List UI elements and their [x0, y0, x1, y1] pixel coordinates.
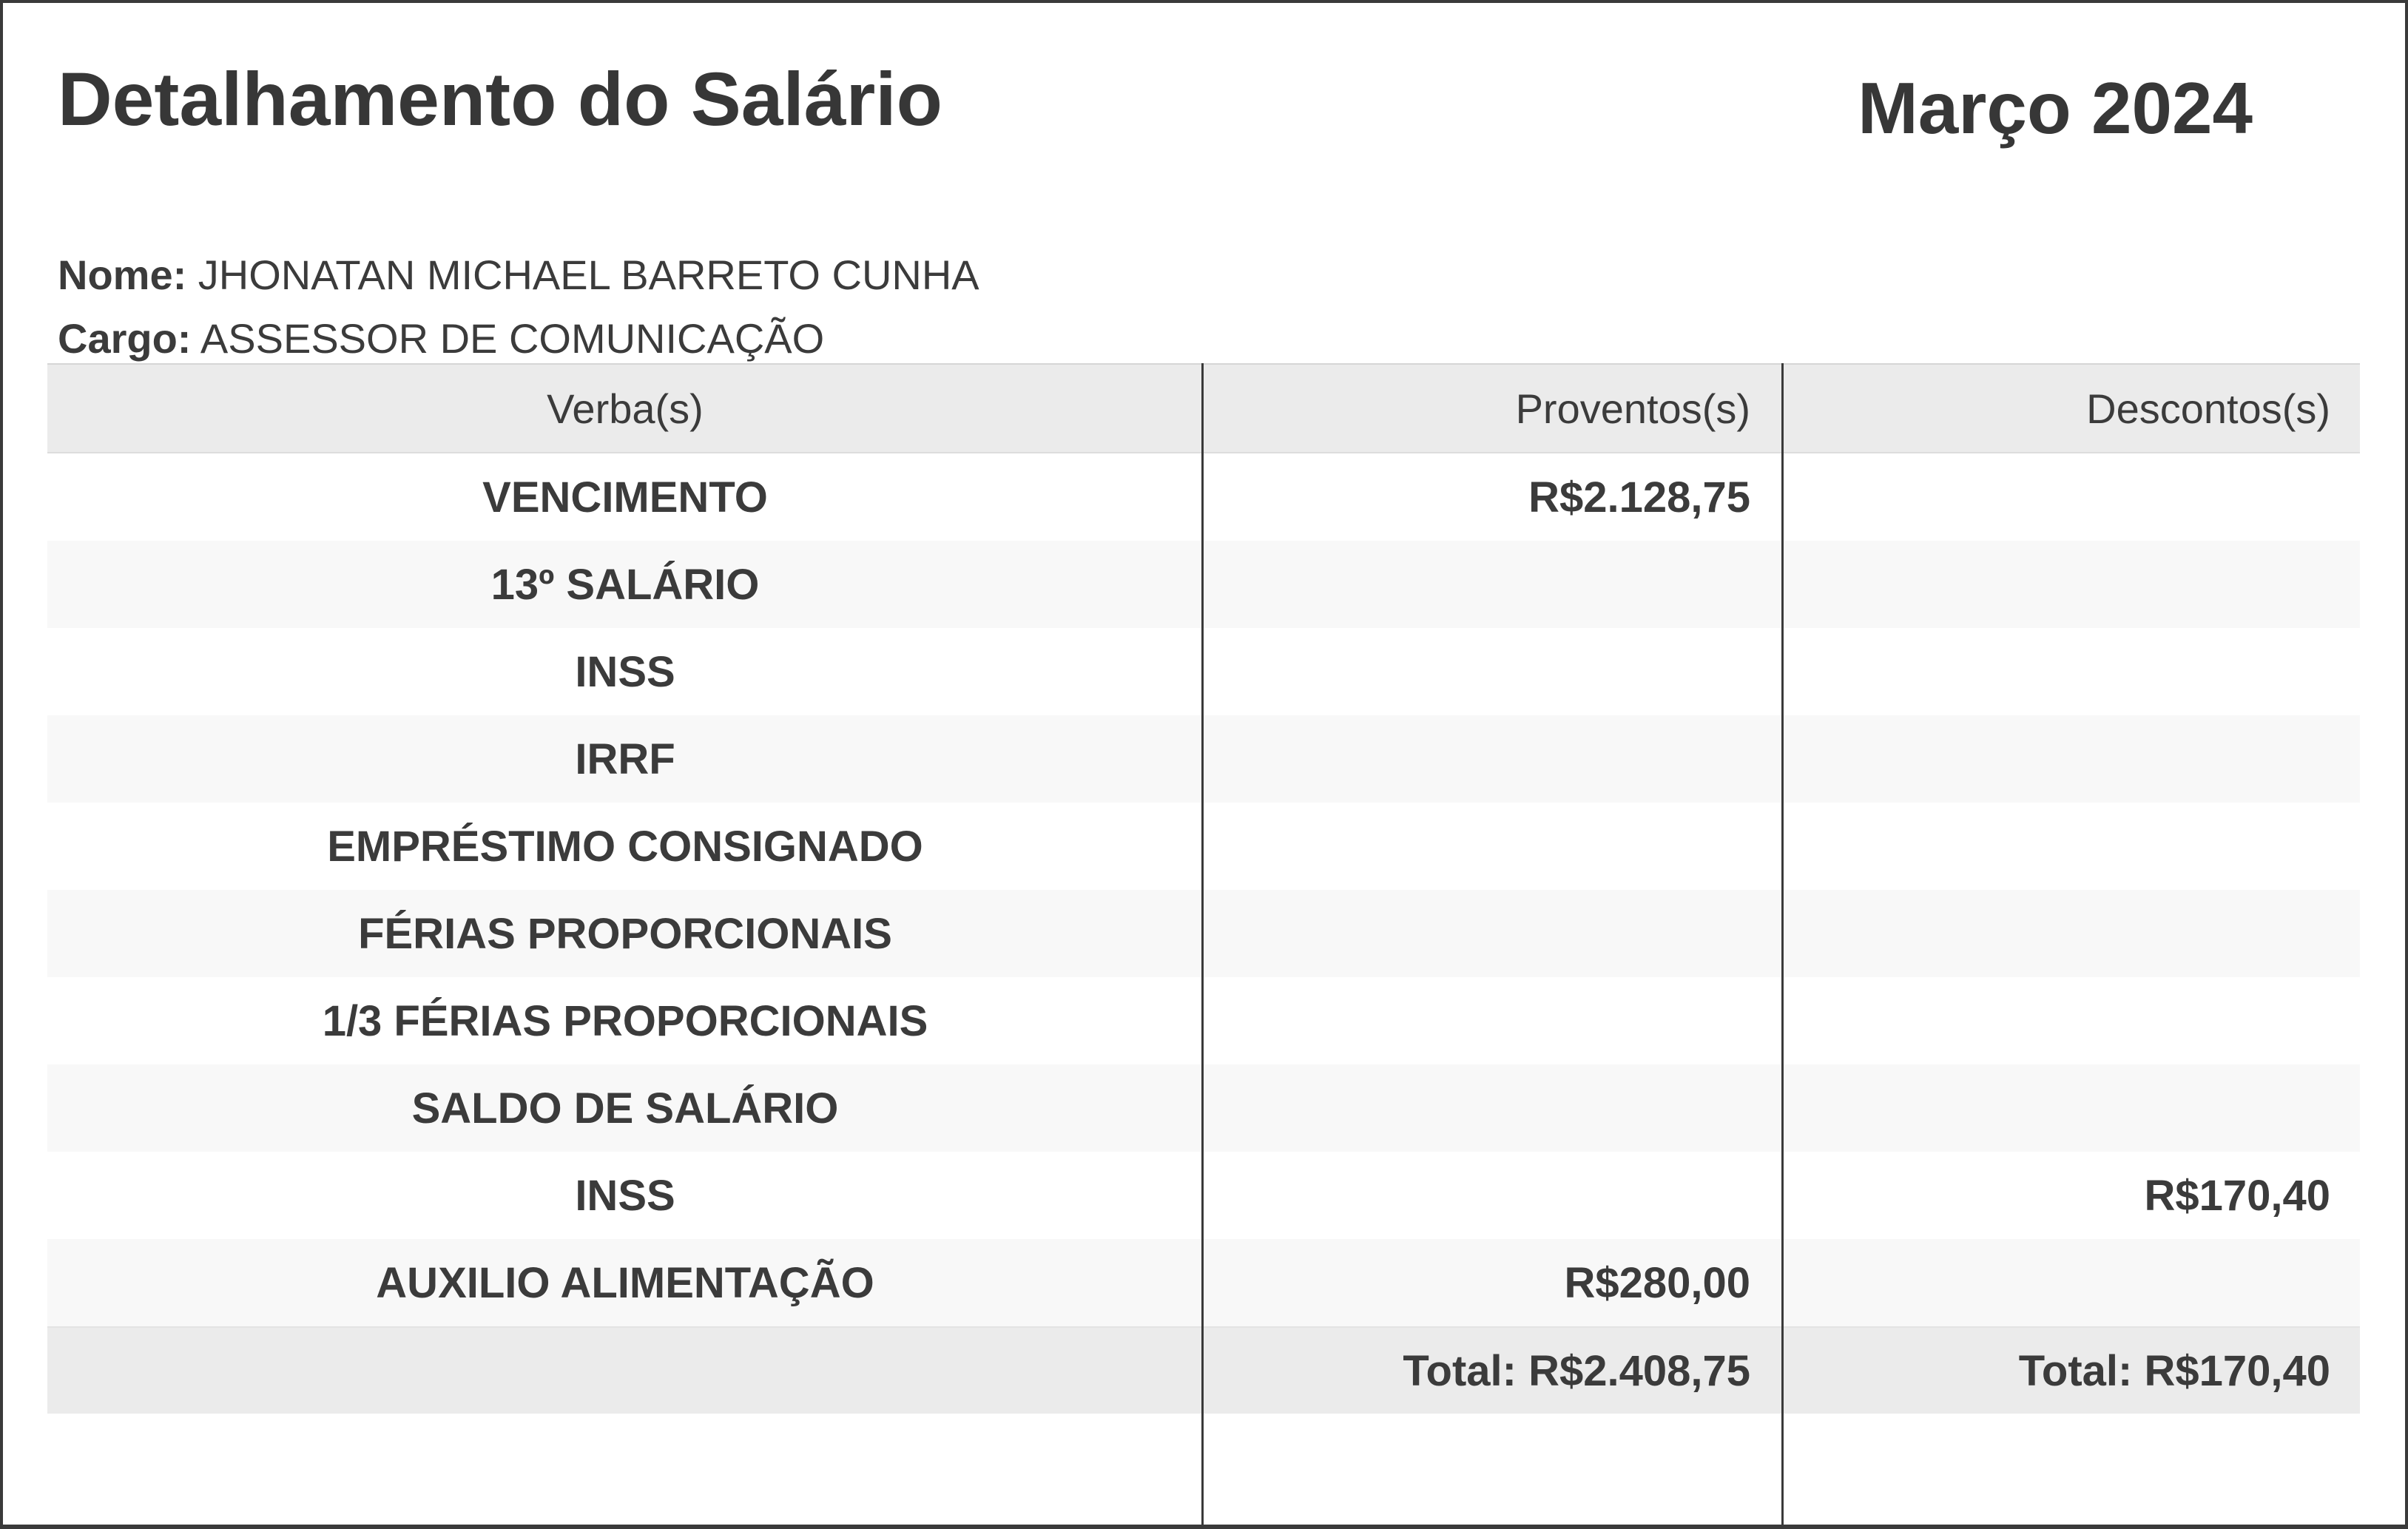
- period-label: Março 2024: [1858, 67, 2253, 149]
- name-label: Nome:: [58, 252, 187, 298]
- employee-name-line: Nome: JHONATAN MICHAEL BARRETO CUNHA: [58, 243, 2405, 307]
- table-row: 1/3 FÉRIAS PROPORCIONAIS: [47, 977, 2360, 1064]
- table-row: INSS: [47, 628, 2360, 715]
- role-value: ASSESSOR DE COMUNICAÇÃO: [200, 315, 825, 362]
- verba-cell: EMPRÉSTIMO CONSIGNADO: [327, 822, 923, 871]
- salary-table-body: VENCIMENTO R$2.128,75 13º SALÁRIO INSS IRRF E…: [47, 453, 2360, 1326]
- column-header-proventos: Proventos(s): [1515, 385, 1750, 432]
- salary-table: Verba(s) Proventos(s) Descontos(s) VENCI…: [47, 363, 2360, 1525]
- table-row: VENCIMENTO R$2.128,75: [47, 453, 2360, 541]
- page-header: Detalhamento do Salário Março 2024: [58, 61, 2253, 144]
- table-row: SALDO DE SALÁRIO: [47, 1064, 2360, 1152]
- table-row: INSS R$170,40: [47, 1152, 2360, 1239]
- descontos-cell: R$170,40: [2144, 1171, 2330, 1220]
- proventos-cell: R$280,00: [1564, 1258, 1750, 1307]
- verba-cell: INSS: [575, 647, 675, 696]
- role-label: Cargo:: [58, 315, 192, 362]
- table-row: EMPRÉSTIMO CONSIGNADO: [47, 803, 2360, 890]
- employee-role-line: Cargo: ASSESSOR DE COMUNICAÇÃO: [58, 307, 2405, 371]
- table-header-row: Verba(s) Proventos(s) Descontos(s): [47, 363, 2360, 453]
- verba-cell: FÉRIAS PROPORCIONAIS: [358, 909, 892, 958]
- name-value: JHONATAN MICHAEL BARRETO CUNHA: [198, 252, 979, 298]
- verba-cell: 13º SALÁRIO: [490, 560, 760, 609]
- proventos-cell: R$2.128,75: [1528, 473, 1750, 522]
- total-descontos: Total: R$170,40: [2018, 1346, 2330, 1395]
- totals-row: Total: R$2.408,75 Total: R$170,40: [47, 1326, 2360, 1414]
- column-header-descontos: Descontos(s): [2086, 385, 2330, 432]
- table-row: IRRF: [47, 715, 2360, 803]
- page-title: Detalhamento do Salário: [58, 57, 942, 141]
- column-divider-proventos-descontos: [1781, 363, 1784, 1525]
- table-row: AUXILIO ALIMENTAÇÃO R$280,00: [47, 1239, 2360, 1326]
- verba-cell: 1/3 FÉRIAS PROPORCIONAIS: [322, 996, 928, 1045]
- table-row: 13º SALÁRIO: [47, 541, 2360, 628]
- table-row: FÉRIAS PROPORCIONAIS: [47, 890, 2360, 977]
- column-header-verba: Verba(s): [547, 385, 704, 432]
- employee-info: Nome: JHONATAN MICHAEL BARRETO CUNHA Car…: [58, 243, 2405, 371]
- column-divider-verba-proventos: [1201, 363, 1204, 1525]
- verba-cell: VENCIMENTO: [482, 473, 768, 522]
- verba-cell: INSS: [575, 1171, 675, 1220]
- verba-cell: AUXILIO ALIMENTAÇÃO: [376, 1258, 874, 1307]
- verba-cell: SALDO DE SALÁRIO: [411, 1084, 839, 1133]
- verba-cell: IRRF: [575, 735, 675, 783]
- total-proventos: Total: R$2.408,75: [1403, 1346, 1750, 1395]
